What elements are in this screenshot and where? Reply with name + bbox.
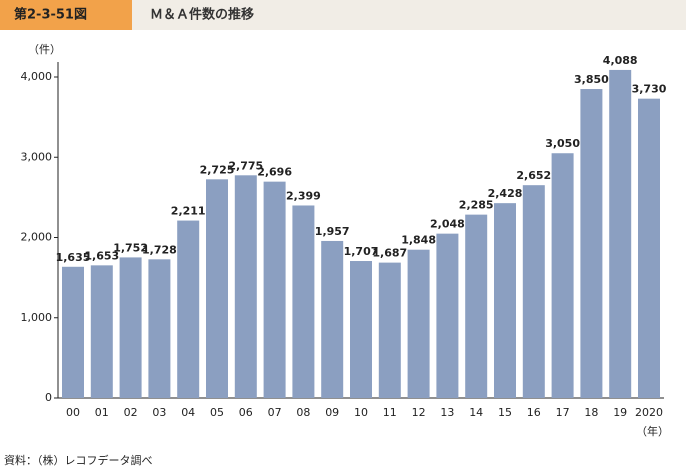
- value-label: 3,850: [574, 73, 609, 86]
- value-label: 2,652: [516, 169, 551, 182]
- value-label: 1,752: [113, 241, 148, 254]
- value-label: 2,725: [200, 163, 235, 176]
- chart-title: Ｍ＆Ａ件数の推移: [150, 7, 254, 23]
- x-tick-label: 05: [210, 406, 224, 419]
- value-label: 3,050: [545, 137, 580, 150]
- x-tick-label: 15: [498, 406, 512, 419]
- x-unit: （年）: [636, 424, 669, 438]
- x-tick-label: 17: [556, 406, 570, 419]
- bar: [551, 153, 574, 398]
- bar: [378, 262, 401, 398]
- x-tick-label: 12: [412, 406, 426, 419]
- bar: [465, 214, 488, 398]
- bar: [119, 257, 142, 398]
- value-label: 2,285: [459, 199, 494, 212]
- value-label: 1,687: [372, 247, 407, 260]
- value-label: 3,730: [632, 83, 667, 96]
- y-tick-label: 1,000: [21, 311, 53, 324]
- bar: [407, 249, 430, 398]
- value-label: 2,696: [257, 166, 292, 179]
- bar: [62, 266, 84, 398]
- x-tick-label: 10: [354, 406, 368, 419]
- x-tick-label: 14: [469, 406, 483, 419]
- x-tick-label: 09: [325, 406, 339, 419]
- y-tick-label: 2,000: [21, 231, 53, 244]
- x-tick-label: 16: [527, 406, 541, 419]
- value-label: 2,428: [488, 187, 523, 200]
- bar: [321, 240, 344, 398]
- y-unit: （件）: [28, 43, 61, 56]
- x-tick-label: 13: [440, 406, 454, 419]
- value-label: 4,088: [603, 54, 638, 67]
- bar: [234, 175, 257, 398]
- bar: [90, 265, 113, 398]
- bar: [177, 220, 200, 398]
- figure-number: 第2-3-51図: [14, 7, 87, 23]
- bar: [580, 89, 603, 398]
- value-label: 1,653: [84, 249, 119, 262]
- header-badge: [0, 0, 132, 30]
- x-tick-label: 01: [95, 406, 109, 419]
- value-label: 2,399: [286, 189, 321, 202]
- x-tick-label: 11: [383, 406, 397, 419]
- bar: [263, 181, 286, 398]
- value-label: 1,707: [344, 245, 379, 258]
- bar: [522, 185, 545, 398]
- bar: [494, 203, 516, 398]
- y-tick-label: 4,000: [21, 70, 53, 83]
- x-tick-label: 08: [296, 406, 310, 419]
- value-label: 1,957: [315, 225, 350, 238]
- bar: [292, 205, 315, 398]
- value-label: 2,775: [228, 159, 263, 172]
- source: 資料：（株）レコフデータ調べ: [4, 453, 153, 467]
- bar: [436, 233, 459, 398]
- value-label: 1,848: [401, 234, 436, 247]
- x-tick-label: 2020: [635, 406, 663, 419]
- y-tick-label: 0: [45, 391, 52, 404]
- x-tick-label: 06: [239, 406, 253, 419]
- y-tick-label: 3,000: [21, 150, 53, 163]
- x-tick-label: 04: [181, 406, 195, 419]
- x-tick-label: 02: [124, 406, 138, 419]
- bar: [350, 261, 372, 398]
- value-label: 2,211: [171, 205, 206, 218]
- x-tick-label: 18: [584, 406, 598, 419]
- value-label: 1,635: [56, 251, 91, 264]
- bar: [609, 69, 632, 399]
- bar: [638, 98, 660, 398]
- bar: [148, 259, 171, 398]
- value-label: 1,728: [142, 243, 177, 256]
- x-tick-label: 19: [613, 406, 627, 419]
- value-label: 2,048: [430, 218, 465, 231]
- x-tick-label: 00: [66, 406, 80, 419]
- x-tick-label: 07: [268, 406, 282, 419]
- bar: [206, 179, 228, 398]
- x-tick-label: 03: [152, 406, 166, 419]
